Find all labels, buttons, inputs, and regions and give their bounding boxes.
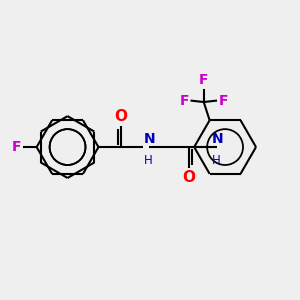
Text: H: H bbox=[144, 154, 153, 166]
Text: F: F bbox=[12, 140, 21, 154]
Text: F: F bbox=[179, 94, 189, 108]
Text: O: O bbox=[182, 170, 195, 185]
Text: F: F bbox=[218, 94, 228, 108]
Text: O: O bbox=[114, 109, 127, 124]
Text: F: F bbox=[199, 73, 208, 87]
Text: H: H bbox=[212, 154, 221, 166]
Text: N: N bbox=[212, 132, 224, 146]
Text: N: N bbox=[144, 132, 155, 146]
